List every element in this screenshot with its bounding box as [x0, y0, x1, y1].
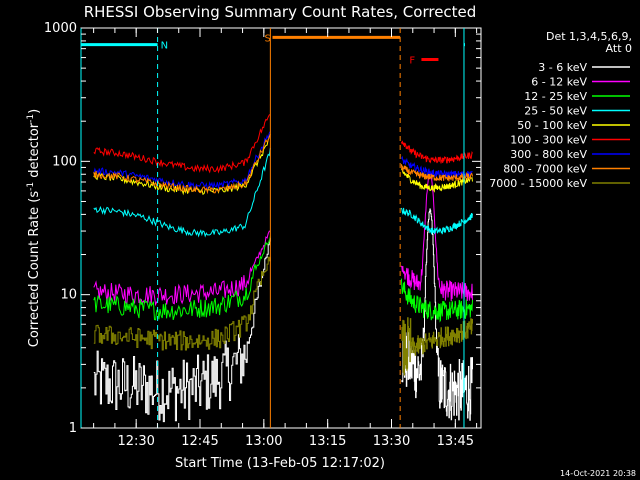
series-line-after [400, 155, 473, 180]
legend-label: 3 - 6 keV [538, 61, 587, 74]
series-line-before [93, 256, 271, 351]
marker-layer: N S F [80, 28, 465, 428]
series-line-after [401, 317, 473, 376]
legend-label: 6 - 12 keV [531, 76, 587, 89]
series-line-after [400, 172, 473, 302]
legend-label: 12 - 25 keV [524, 90, 587, 103]
series-line-after [400, 168, 473, 193]
series-12to25keV [93, 236, 473, 323]
series-line-before [93, 236, 271, 321]
legend-label: 800 - 7000 keV [503, 163, 587, 176]
x-tick-label: 13:45 [437, 434, 474, 449]
series-6to12keV [93, 172, 473, 307]
x-tick-label: 13:15 [309, 434, 346, 449]
timestamp: 14-Oct-2021 20:38 [560, 469, 636, 478]
legend-label: 50 - 100 keV [517, 119, 587, 132]
legend: Det 1,3,4,5,6,9,Att 0 3 - 6 keV 6 - 12 keV… [489, 30, 632, 190]
marker-label-F: F [409, 56, 415, 67]
x-axis-label: Start Time (13-Feb-05 12:17:02) [175, 456, 385, 471]
y-tick-label: 10 [60, 288, 77, 303]
series-line-after [400, 278, 473, 323]
series-line-before [93, 147, 271, 238]
series-line-before [93, 113, 271, 174]
series-7000to15000keV [93, 256, 473, 376]
legend-label: 300 - 800 keV [510, 148, 587, 161]
series-300to800keV [93, 130, 473, 190]
legend-label: 25 - 50 keV [524, 105, 587, 118]
y-axis-label-end: ) [27, 109, 42, 114]
legend-label: 100 - 300 keV [510, 134, 587, 147]
y-axis-label-mid: detector [27, 122, 42, 182]
series-25to50keV [93, 147, 473, 238]
series-layer [93, 113, 473, 423]
marker-label-S: S [264, 33, 270, 44]
legend-header-line: Att 0 [606, 42, 632, 55]
series-line-before [93, 230, 271, 307]
series-800to7000keV [93, 133, 473, 195]
chart-title: RHESSI Observing Summary Count Rates, Co… [84, 3, 477, 21]
series-100to300keV [93, 113, 473, 174]
series-line-before [93, 133, 271, 195]
x-tick-label: 13:00 [245, 434, 282, 449]
y-axis-label: Corrected Count Rate (s-1 detector-1) [26, 109, 42, 347]
x-tick-label: 13:30 [373, 434, 410, 449]
axis-layer: 1 10 100 1000 12:30 12:45 13:00 13:15 13:30 13:45 [44, 21, 481, 449]
y-tick-label: 1000 [44, 21, 77, 36]
marker-label-N: N [161, 41, 168, 52]
y-axis-label-main: Corrected Count Rate (s [27, 191, 42, 348]
series-line-after [400, 164, 473, 182]
legend-label: 7000 - 15000 keV [489, 177, 587, 190]
y-tick-label: 100 [52, 154, 77, 169]
series-line-before [93, 130, 271, 190]
y-tick-label: 1 [69, 421, 77, 436]
series-line-after [400, 207, 473, 235]
x-tick-label: 12:45 [181, 434, 218, 449]
y-axis-label-sup1: -1 [26, 182, 36, 191]
legend-header-line: Det 1,3,4,5,6,9, [546, 30, 632, 43]
series-line-before [93, 237, 271, 423]
y-axis-label-sup2: -1 [26, 114, 36, 123]
x-tick-label: 12:30 [117, 434, 154, 449]
series-line-after [400, 140, 473, 164]
